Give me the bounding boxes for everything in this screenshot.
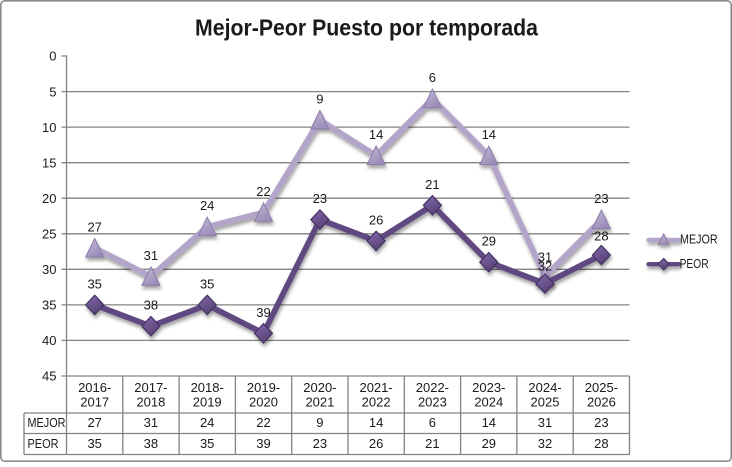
svg-text:31: 31	[144, 248, 158, 263]
svg-text:25: 25	[42, 227, 56, 242]
svg-text:2022: 2022	[362, 395, 391, 410]
svg-text:14: 14	[369, 415, 383, 430]
svg-text:5: 5	[49, 84, 56, 99]
svg-text:27: 27	[87, 415, 101, 430]
svg-text:29: 29	[482, 436, 496, 451]
svg-text:14: 14	[482, 127, 496, 142]
svg-text:31: 31	[144, 415, 158, 430]
svg-text:2021-: 2021-	[359, 380, 392, 395]
svg-text:23: 23	[313, 436, 327, 451]
svg-text:35: 35	[42, 298, 56, 313]
svg-text:22: 22	[256, 415, 270, 430]
svg-text:15: 15	[42, 155, 56, 170]
svg-text:2018-: 2018-	[191, 380, 224, 395]
svg-text:23: 23	[594, 191, 608, 206]
svg-text:24: 24	[200, 415, 214, 430]
svg-text:45: 45	[42, 369, 56, 384]
svg-text:2017-: 2017-	[134, 380, 167, 395]
svg-text:Mejor-Peor Puesto por temporad: Mejor-Peor Puesto por temporada	[195, 14, 538, 40]
svg-text:20: 20	[42, 191, 56, 206]
svg-text:31: 31	[538, 250, 552, 265]
svg-text:22: 22	[256, 184, 270, 199]
svg-text:2021: 2021	[305, 395, 334, 410]
svg-text:2017: 2017	[80, 395, 109, 410]
svg-text:2024-: 2024-	[528, 380, 561, 395]
svg-text:35: 35	[87, 436, 101, 451]
svg-text:35: 35	[200, 276, 214, 291]
svg-text:2024: 2024	[474, 395, 503, 410]
svg-text:MEJOR: MEJOR	[680, 233, 718, 247]
svg-text:2019: 2019	[193, 395, 222, 410]
svg-text:0: 0	[49, 49, 56, 64]
svg-text:MEJOR: MEJOR	[28, 416, 66, 430]
svg-text:39: 39	[256, 305, 270, 320]
svg-text:21: 21	[425, 436, 439, 451]
svg-text:26: 26	[369, 212, 383, 227]
svg-text:39: 39	[256, 436, 270, 451]
svg-text:31: 31	[538, 415, 552, 430]
svg-text:2025-: 2025-	[585, 380, 618, 395]
svg-text:28: 28	[594, 228, 608, 243]
svg-text:9: 9	[316, 92, 323, 107]
svg-text:2016-: 2016-	[78, 380, 111, 395]
svg-text:2026: 2026	[587, 395, 616, 410]
svg-text:2025: 2025	[531, 395, 560, 410]
svg-text:24: 24	[200, 198, 214, 213]
svg-text:2020-: 2020-	[303, 380, 336, 395]
svg-text:35: 35	[87, 276, 101, 291]
svg-text:9: 9	[316, 415, 323, 430]
svg-text:PEOR: PEOR	[28, 437, 59, 451]
svg-text:6: 6	[429, 70, 436, 85]
svg-text:6: 6	[429, 415, 436, 430]
svg-text:14: 14	[369, 127, 383, 142]
svg-text:29: 29	[482, 234, 496, 249]
svg-text:40: 40	[42, 333, 56, 348]
svg-text:32: 32	[538, 436, 552, 451]
svg-text:21: 21	[425, 177, 439, 192]
svg-text:26: 26	[369, 436, 383, 451]
svg-text:2018: 2018	[136, 395, 165, 410]
svg-text:2020: 2020	[249, 395, 278, 410]
svg-text:2019-: 2019-	[247, 380, 280, 395]
svg-text:2023: 2023	[418, 395, 447, 410]
svg-text:28: 28	[594, 436, 608, 451]
svg-text:23: 23	[313, 191, 327, 206]
svg-text:38: 38	[144, 298, 158, 313]
svg-text:27: 27	[87, 220, 101, 235]
svg-text:10: 10	[42, 120, 56, 135]
svg-text:23: 23	[594, 415, 608, 430]
svg-text:35: 35	[200, 436, 214, 451]
svg-text:38: 38	[144, 436, 158, 451]
svg-text:30: 30	[42, 262, 56, 277]
svg-text:2023-: 2023-	[472, 380, 505, 395]
svg-text:14: 14	[482, 415, 496, 430]
svg-text:2022-: 2022-	[416, 380, 449, 395]
svg-text:PEOR: PEOR	[680, 257, 709, 271]
svg-text:32: 32	[538, 259, 552, 274]
